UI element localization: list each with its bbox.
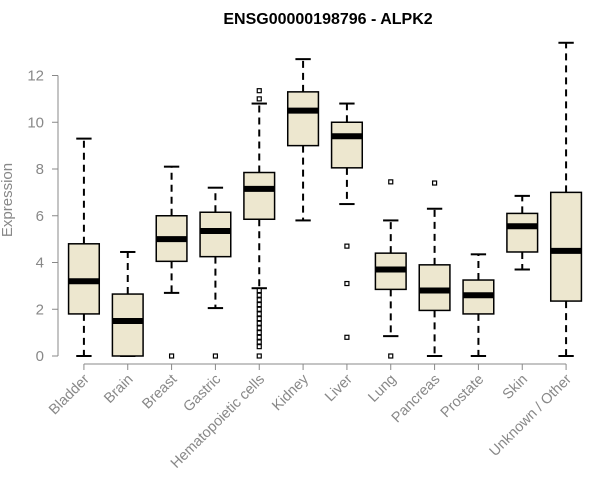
x-tick-label: Skin — [500, 372, 531, 403]
outlier-point — [256, 344, 262, 350]
outlier-point — [256, 334, 262, 340]
box-iqr — [330, 121, 364, 169]
box-prostate — [462, 253, 495, 357]
box-kidney — [286, 58, 320, 222]
y-tick-label: 8 — [36, 161, 44, 178]
y-tick-label: 2 — [36, 301, 44, 318]
x-tick-label: Kidney — [269, 371, 312, 414]
outlier-point — [256, 320, 262, 326]
y-tick-label: 10 — [27, 114, 44, 131]
outlier-point — [256, 297, 262, 303]
x-tick-label: Brain — [101, 372, 136, 407]
outlier-point — [168, 353, 175, 359]
outlier-point — [256, 353, 262, 359]
box-pancreas — [418, 180, 451, 357]
x-tick-label: Pancreas — [389, 372, 444, 427]
box-iqr — [549, 191, 583, 302]
outlier-point — [256, 88, 262, 94]
box-lung — [374, 179, 407, 359]
outlier-point — [256, 316, 262, 322]
y-axis-label: Expression — [0, 163, 16, 237]
x-tick-label: Unknown / Other — [487, 371, 575, 459]
box-iqr — [243, 171, 276, 221]
box-iqr — [286, 91, 320, 147]
box-iqr — [506, 212, 539, 253]
outlier-point — [344, 334, 350, 340]
outlier-point — [256, 287, 262, 294]
outlier-point — [256, 339, 262, 345]
box-liver — [330, 102, 364, 340]
box-series — [67, 41, 583, 359]
box-iqr — [111, 293, 144, 357]
y-axis: 0 2 4 6 8 10 12 — [27, 68, 59, 365]
x-tick-label: Lung — [365, 372, 399, 406]
outlier-point — [344, 243, 350, 249]
x-tick-label: Breast — [139, 372, 180, 413]
x-tick-label: Gastric — [180, 372, 224, 416]
outlier-point — [256, 306, 262, 312]
y-tick-label: 6 — [36, 208, 44, 225]
box-skin — [506, 194, 539, 271]
outlier-point — [256, 292, 262, 298]
x-tick-label: Prostate — [438, 372, 487, 421]
outlier-point — [256, 311, 262, 317]
outlier-point — [256, 301, 262, 308]
chart-title: ENSG00000198796 - ALPK2 — [223, 11, 432, 28]
box-bladder — [67, 137, 101, 357]
outlier-point — [344, 280, 350, 287]
box-hematopoietic-cells — [243, 88, 276, 359]
outlier-point — [388, 179, 394, 185]
box-breast — [155, 165, 188, 359]
outlier-point — [388, 353, 394, 359]
outlier-point — [256, 325, 262, 331]
x-tick-label: Bladder — [46, 371, 93, 418]
box-gastric — [199, 186, 232, 359]
outlier-point — [212, 353, 219, 359]
y-tick-label: 12 — [27, 68, 44, 85]
box-brain — [111, 250, 144, 357]
outlier-point — [256, 96, 262, 102]
y-tick-label: 4 — [36, 255, 44, 272]
outlier-point — [256, 330, 262, 336]
outlier-point — [431, 180, 438, 186]
box-iqr — [199, 211, 232, 258]
y-tick-label: 0 — [36, 348, 44, 365]
box-unknown-other — [549, 41, 583, 357]
x-tick-label: Liver — [322, 371, 356, 405]
